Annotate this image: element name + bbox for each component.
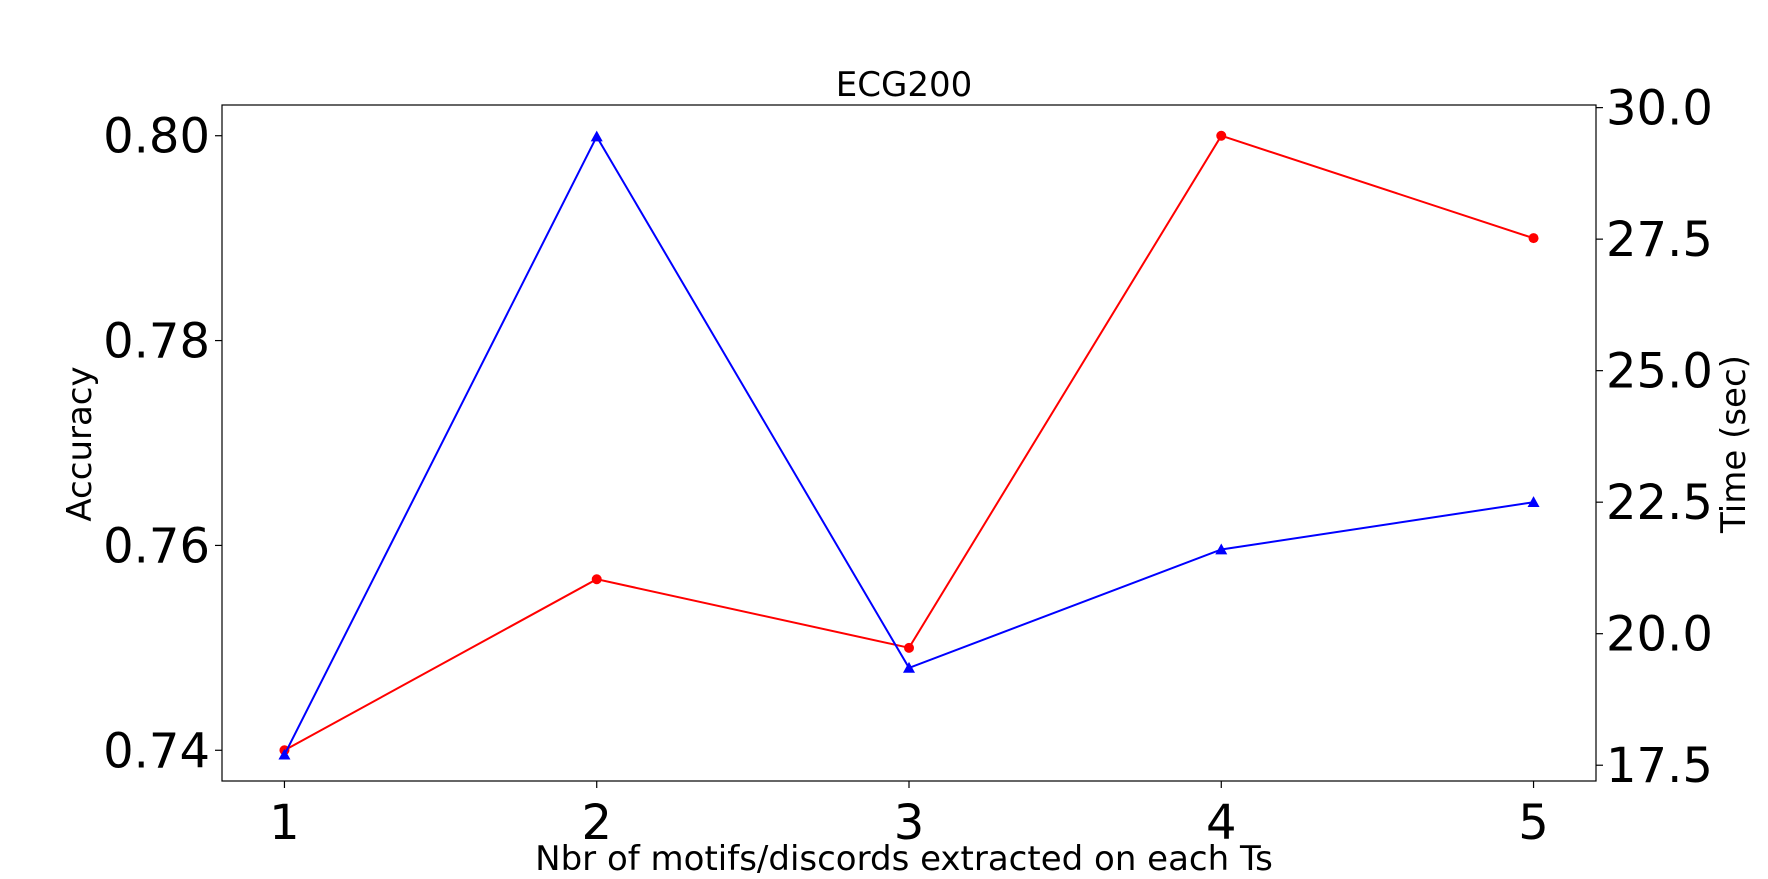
accuracy-series-line [284, 134, 1534, 752]
x-tick-label: 1 [269, 795, 300, 851]
accuracy-point [1528, 233, 1539, 244]
y-left-tick-label: 0.78 [103, 314, 210, 370]
series-layer [278, 130, 1540, 760]
x-tick-label: 3 [894, 795, 925, 851]
time-point [903, 661, 915, 673]
y-right-tick-label: 25.0 [1606, 344, 1713, 400]
time-point [590, 130, 603, 142]
x-axis-label: Nbr of motifs/discords extracted on each… [535, 839, 1273, 875]
axis-layer: 1 2 3 4 5 0.74 0.76 0.78 0.80 17.5 20.0 22.5 25.0 27.… [103, 81, 1713, 851]
accuracy-point [904, 642, 914, 653]
plot-frame [221, 104, 1597, 782]
y-right-tick-label: 30.0 [1606, 81, 1713, 137]
y-left-tick-label: 0.76 [103, 518, 210, 574]
x-tick-label: 5 [1518, 795, 1549, 851]
time-point [1527, 496, 1540, 507]
chart-title: ECG200 [836, 65, 972, 105]
y-right-tick-label: 27.5 [1606, 212, 1713, 268]
time-point [278, 748, 291, 760]
y-left-tick-label: 0.80 [103, 109, 210, 165]
y-right-tick-label: 22.5 [1606, 475, 1713, 531]
accuracy-point [1216, 130, 1227, 141]
x-tick-label: 2 [581, 795, 612, 851]
time-point [1215, 543, 1228, 555]
accuracy-point [591, 574, 602, 585]
plot-border [221, 104, 1597, 782]
y-axis-left-label: Accuracy [60, 366, 100, 521]
x-tick-label: 4 [1206, 795, 1237, 851]
y-right-tick-label: 20.0 [1606, 607, 1713, 663]
y-right-tick-label: 17.5 [1606, 738, 1713, 794]
y-left-tick-label: 0.74 [103, 723, 210, 779]
y-axis-right-label: Time (sec) [1714, 355, 1754, 534]
